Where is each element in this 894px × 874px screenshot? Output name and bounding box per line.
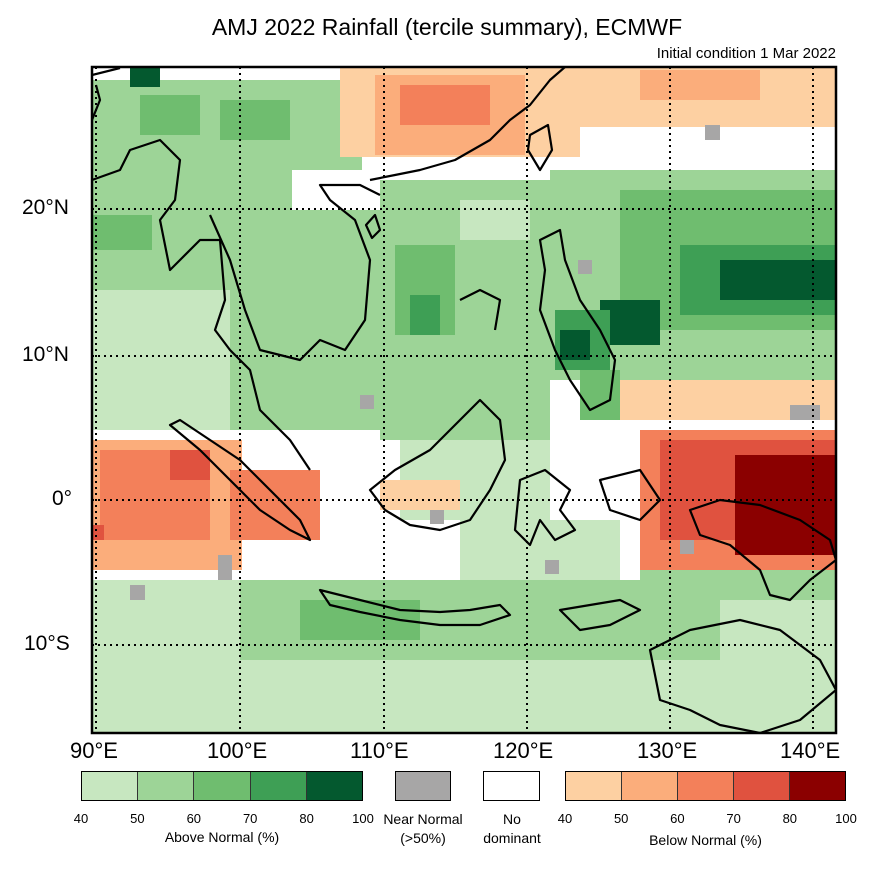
above-tick-label: 40 <box>73 811 89 826</box>
lon-label-140e: 140°E <box>780 738 841 763</box>
above-tick-label: 50 <box>130 811 145 826</box>
above-normal-colorbar <box>81 771 363 801</box>
above-colorbar-segment <box>194 772 251 800</box>
above-colorbar-segment <box>306 772 363 800</box>
below-tick-label: 70 <box>726 811 741 826</box>
lon-label-110e: 110°E <box>350 738 409 763</box>
lon-label-130e: 130°E <box>637 738 698 763</box>
above-tick-label: 60 <box>186 811 202 826</box>
below-tick-label: 50 <box>613 811 629 826</box>
lat-label-10n: 10°N <box>22 343 69 366</box>
lat-label-10s: 10°S <box>24 632 70 655</box>
below-colorbar-segment <box>566 772 622 800</box>
above-normal-label: Above Normal (%) <box>164 829 280 845</box>
below-tick-label: 80 <box>782 811 798 826</box>
above-colorbar-segment <box>138 772 195 800</box>
below-normal-colorbar <box>565 771 846 801</box>
lat-label-0: 0° <box>52 487 73 510</box>
no-dominant-swatch <box>483 771 540 801</box>
lon-label-90e: 90°E <box>70 738 118 763</box>
above-tick-label: 80 <box>299 811 314 826</box>
below-normal-cells <box>92 67 836 570</box>
above-tick-label: 100 <box>352 811 374 826</box>
above-tick-label: 70 <box>242 811 258 826</box>
below-tick-label: 40 <box>557 811 573 826</box>
gridlines <box>92 67 836 733</box>
near-normal-label-line1: Near Normal <box>383 811 463 827</box>
near-normal-cells <box>130 125 820 600</box>
map-subtitle: Initial condition 1 Mar 2022 <box>656 45 836 62</box>
near-normal-label-line2: (>50%) <box>400 830 446 846</box>
below-tick-label: 60 <box>670 811 685 826</box>
below-colorbar-segment <box>622 772 678 800</box>
lon-label-100e: 100°E <box>207 738 268 763</box>
below-normal-label: Below Normal (%) <box>649 832 762 848</box>
below-colorbar-segment <box>678 772 734 800</box>
no-dominant-label-line2: dominant <box>483 830 541 846</box>
lon-label-120e: 120°E <box>493 738 554 763</box>
near-normal-swatch <box>395 771 451 801</box>
map-title: AMJ 2022 Rainfall (tercile summary), ECM… <box>211 14 683 40</box>
no-dominant-label-line1: No <box>503 811 521 827</box>
map-frame <box>90 65 838 735</box>
above-colorbar-segment <box>82 772 139 800</box>
lat-label-20n: 20°N <box>22 196 69 219</box>
above-colorbar-segment <box>250 772 307 800</box>
below-colorbar-segment <box>790 772 845 800</box>
below-tick-label: 100 <box>835 811 857 826</box>
below-colorbar-segment <box>734 772 790 800</box>
